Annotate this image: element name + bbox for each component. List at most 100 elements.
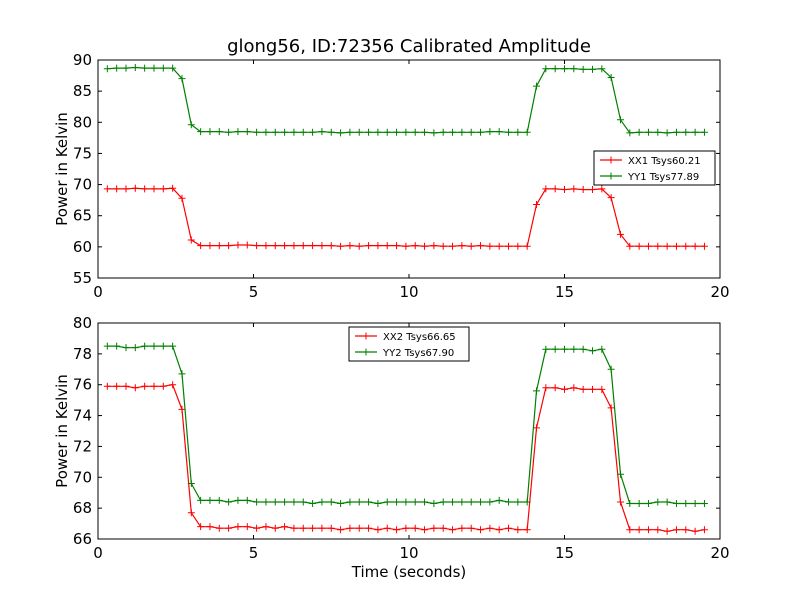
data-point [477, 526, 485, 534]
data-point [682, 128, 690, 136]
data-point [402, 498, 410, 506]
data-point [271, 242, 279, 250]
data-point [598, 65, 606, 73]
data-point [458, 498, 466, 506]
y-tick-label: 66 [73, 530, 92, 548]
data-point [169, 64, 177, 72]
data-point [383, 242, 391, 250]
data-point [281, 128, 289, 136]
data-point [309, 128, 317, 136]
data-point [635, 526, 643, 534]
data-point [626, 500, 634, 508]
data-point [337, 242, 345, 250]
x-tick-label: 20 [710, 283, 729, 301]
data-point [122, 64, 130, 72]
data-point [365, 498, 373, 506]
data-point [113, 342, 121, 350]
data-point [626, 526, 634, 534]
data-point [607, 73, 615, 81]
data-point [570, 185, 578, 193]
data-point [598, 345, 606, 353]
data-point [402, 128, 410, 136]
data-point [672, 242, 680, 250]
data-point [141, 64, 149, 72]
data-point [113, 64, 121, 72]
data-point [150, 64, 158, 72]
data-point [682, 500, 690, 508]
y-axis-label: Power in Kelvin [53, 374, 71, 488]
data-point [393, 242, 401, 250]
data-point [225, 498, 233, 506]
data-point [393, 526, 401, 534]
data-point [430, 500, 438, 508]
data-point [103, 382, 111, 390]
data-point [495, 242, 503, 250]
data-point [225, 524, 233, 532]
data-point [103, 342, 111, 350]
data-point [281, 242, 289, 250]
data-point [588, 347, 596, 355]
data-point [691, 128, 699, 136]
data-point [150, 382, 158, 390]
data-point [514, 128, 522, 136]
y-tick-label: 80 [73, 113, 92, 131]
data-point [197, 523, 205, 531]
data-point [505, 498, 513, 506]
legend-marker [362, 332, 370, 340]
data-point [103, 185, 111, 193]
data-point [131, 384, 139, 392]
data-point [644, 242, 652, 250]
data-point [579, 345, 587, 353]
data-point [159, 342, 167, 350]
legend-label: YY1 Tsys77.89 [627, 172, 699, 183]
data-point [281, 498, 289, 506]
data-point [299, 498, 307, 506]
y-tick-label: 60 [73, 238, 92, 256]
x-tick-label: 10 [399, 283, 418, 301]
x-tick-label: 20 [710, 544, 729, 562]
data-point [271, 128, 279, 136]
data-point [169, 184, 177, 192]
data-point [299, 128, 307, 136]
y-tick-label: 74 [73, 407, 92, 425]
data-point [355, 498, 363, 506]
data-point [672, 526, 680, 534]
data-point [355, 128, 363, 136]
data-point [523, 498, 531, 506]
data-point [150, 342, 158, 350]
data-point [243, 523, 251, 531]
data-point [197, 242, 205, 250]
data-point [495, 526, 503, 534]
data-point [159, 185, 167, 193]
data-point [551, 65, 559, 73]
data-point [187, 479, 195, 487]
data-point [290, 128, 298, 136]
data-point [570, 384, 578, 392]
data-point [262, 128, 270, 136]
data-point [178, 370, 186, 378]
data-point [234, 523, 242, 531]
x-tick-label: 15 [555, 544, 574, 562]
data-point [700, 128, 708, 136]
data-point [588, 385, 596, 393]
data-point [187, 236, 195, 244]
data-point [113, 382, 121, 390]
x-tick-label: 10 [399, 544, 418, 562]
data-point [477, 128, 485, 136]
data-point [197, 128, 205, 136]
data-point [561, 385, 568, 393]
data-point [393, 128, 401, 136]
data-point [561, 186, 568, 194]
data-point [561, 65, 568, 73]
data-point [271, 498, 279, 506]
data-point [243, 496, 251, 504]
data-point [243, 128, 251, 136]
data-point [682, 526, 690, 534]
legend-box [348, 326, 470, 362]
y-tick-label: 65 [73, 207, 92, 225]
x-tick-label: 0 [93, 283, 103, 301]
data-point [486, 498, 494, 506]
data-point [644, 128, 652, 136]
data-point [318, 524, 326, 532]
data-point [337, 500, 345, 508]
